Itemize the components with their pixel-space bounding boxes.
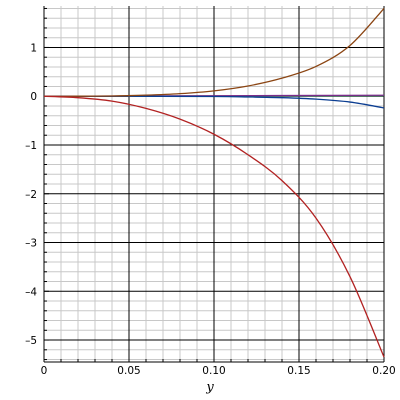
axes: [43, 6, 385, 363]
y-tick-label: 1: [30, 42, 37, 54]
y-tick-label: –4: [25, 286, 37, 298]
series-line: [43, 95, 385, 358]
y-tick-label: –2: [25, 189, 37, 201]
series-line: [43, 8, 385, 97]
x-tick-label: 0.10: [202, 365, 225, 377]
x-axis-title: y: [205, 380, 214, 395]
x-tick-label: 0: [41, 365, 48, 377]
y-tick-label: –3: [25, 238, 37, 250]
x-tick-label: 0.20: [372, 365, 395, 377]
y-tick-label: –1: [25, 140, 37, 152]
tick-labels: 0 0.05 0.10 0.15 0.20 1 0 –1 –2 –3 –4 –5: [25, 42, 396, 377]
x-tick-label: 0.05: [117, 365, 140, 377]
x-tick-label: 0.15: [287, 365, 310, 377]
series-layer: [43, 8, 385, 358]
y-tick-label: 0: [30, 91, 37, 103]
y-tick-label: –5: [25, 335, 37, 347]
